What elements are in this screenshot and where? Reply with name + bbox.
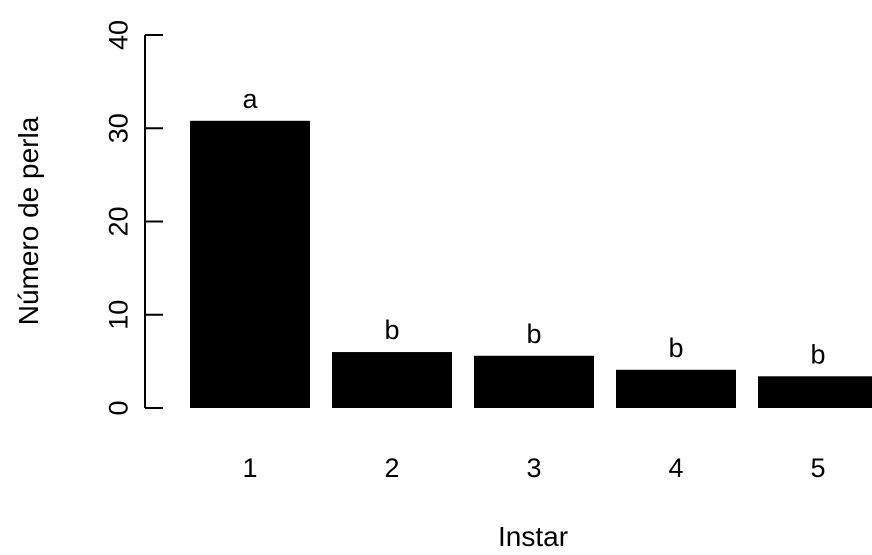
bar: [474, 355, 594, 408]
significance-labels: a b b b b: [242, 84, 825, 370]
bar: [758, 376, 872, 408]
y-tick-label: 40: [103, 20, 133, 50]
x-tick-label: 1: [242, 453, 257, 483]
significance-label: b: [668, 333, 683, 363]
bars-group: [190, 120, 872, 408]
x-tick-label: 4: [668, 453, 683, 483]
bar: [332, 352, 452, 408]
x-tick-label: 2: [384, 453, 399, 483]
bar: [190, 120, 310, 408]
x-tick-labels: 1 2 3 4 5: [242, 453, 825, 483]
significance-label: b: [384, 315, 399, 345]
y-tick-label: 30: [103, 113, 133, 143]
y-tick-label: 0: [103, 400, 133, 415]
x-tick-label: 3: [526, 453, 541, 483]
bar: [616, 369, 736, 408]
significance-label: b: [810, 339, 825, 369]
y-tick-label: 10: [103, 300, 133, 330]
y-axis: 0 10 20 30 40: [103, 20, 163, 416]
y-tick-label: 20: [103, 206, 133, 236]
significance-label: b: [526, 319, 541, 349]
x-axis-title: Instar: [498, 521, 568, 552]
y-axis-title: Número de perla: [13, 116, 44, 325]
significance-label: a: [242, 84, 258, 114]
x-tick-label: 5: [810, 453, 825, 483]
